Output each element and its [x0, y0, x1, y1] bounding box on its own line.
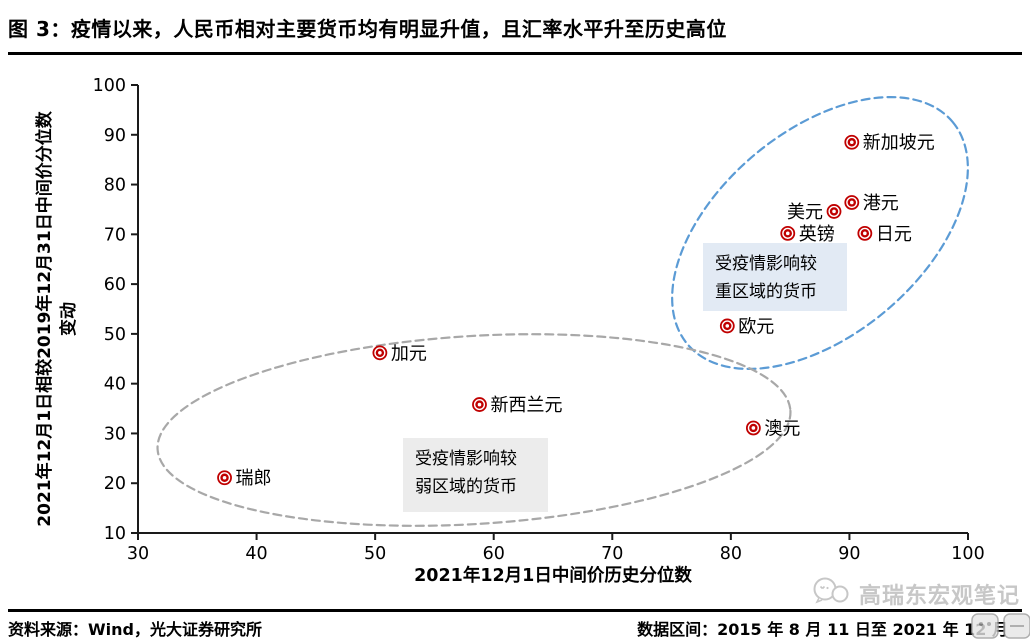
point-label: 美元: [787, 202, 823, 223]
point-label: 澳元: [764, 418, 800, 439]
point-label: 新西兰元: [490, 395, 562, 416]
y-tick-label: 30: [104, 424, 126, 444]
x-tick-label: 70: [601, 544, 623, 564]
x-tick-label: 80: [720, 544, 742, 564]
y-tick-label: 50: [104, 325, 126, 345]
data-point-marker: [745, 420, 761, 436]
point-label: 加元: [391, 343, 427, 364]
data-point-marker: [372, 345, 388, 361]
figure-title: 图 3：疫情以来，人民币相对主要货币均有明显升值，且汇率水平升至历史高位: [8, 17, 727, 41]
group-ellipse: [671, 95, 969, 371]
point-label: 瑞郎: [236, 468, 272, 489]
data-point-marker: [217, 470, 232, 486]
footer-divider: [8, 609, 1022, 612]
y-tick-label: 70: [104, 225, 126, 245]
x-axis-title: 2021年12月1日中间价历史分位数: [414, 565, 692, 586]
point-label: 英镑: [799, 224, 835, 245]
footer: 资料来源：Wind，光大证券研究所 数据区间：2015 年 8 月 11 日至 …: [8, 616, 1022, 640]
data-point-marker: [780, 225, 796, 241]
watermark-text: 高瑞东宏观笔记: [858, 584, 1020, 609]
annotation-box-heavy-region: 受疫情影响较 重区域的货币: [703, 243, 847, 311]
point-label: 港元: [863, 193, 899, 214]
data-point-marker: [844, 195, 860, 210]
data-point-marker: [472, 397, 487, 412]
y-axis-title-line2: 变动: [58, 302, 79, 336]
y-tick-label: 60: [104, 275, 126, 295]
annotation-line: 重区域的货币: [715, 282, 817, 303]
data-point-marker: [857, 225, 873, 241]
group-ellipse: [156, 333, 792, 527]
data-point-marker: [719, 318, 735, 334]
y-tick-label: 100: [93, 76, 126, 96]
data-point-marker: [826, 204, 842, 219]
annotation-line: 受疫情影响较: [415, 449, 517, 469]
y-tick-label: 80: [104, 176, 126, 196]
data-point-marker: [844, 134, 860, 150]
scatter-chart: 30 40 50 60 70 80 90 100 10 20 30 40 50 60 70 80 90 100 20…: [34, 76, 985, 586]
x-tick-label: 40: [245, 544, 267, 564]
y-tick-label: 40: [104, 375, 126, 395]
y-tick-label: 10: [104, 524, 126, 544]
title-divider: [8, 52, 1022, 55]
source-note: 资料来源：Wind，光大证券研究所: [8, 620, 262, 639]
point-label: 欧元: [738, 316, 774, 337]
x-tick-label: 90: [838, 544, 860, 564]
watermark: 高瑞东宏观笔记: [811, 576, 1020, 612]
y-tick-label: 90: [104, 126, 126, 146]
corner-watermark-icon: [968, 611, 1030, 642]
annotation-box-weak-region: 受疫情影响较 弱区域的货币: [403, 438, 548, 512]
point-label: 日元: [876, 224, 912, 245]
data-range-note: 数据区间：2015 年 8 月 11 日至 2021 年 12 月: [637, 620, 1008, 639]
x-tick-label: 60: [483, 544, 505, 564]
point-label: 新加坡元: [863, 133, 935, 154]
y-axis-title: 2021年12月1日相较2019年12月31日中间价分位数: [34, 110, 55, 526]
x-axis: 30 40 50 60 70 80 90 100: [127, 533, 985, 564]
annotation-line: 弱区域的货币: [415, 477, 517, 498]
y-tick-label: 20: [104, 474, 126, 494]
x-tick-label: 30: [127, 544, 149, 564]
y-axis: 10 20 30 40 50 60 70 80 90 100: [93, 76, 138, 544]
wechat-logo-icon: [811, 576, 851, 612]
x-tick-label: 100: [951, 544, 984, 564]
annotation-line: 受疫情影响较: [715, 254, 817, 274]
x-tick-label: 50: [364, 544, 386, 564]
